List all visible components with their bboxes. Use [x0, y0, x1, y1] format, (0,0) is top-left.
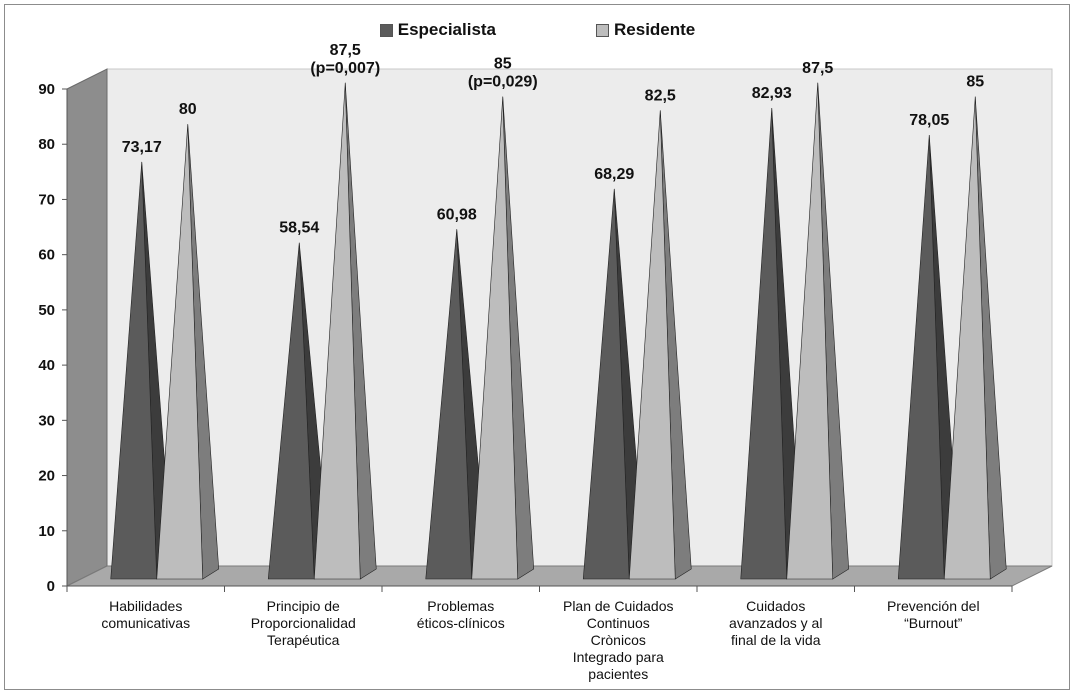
y-tick-label: 40: [38, 357, 55, 374]
data-label: (p=0,007): [310, 60, 380, 77]
pyramid-bar: [156, 124, 204, 580]
y-tick-label: 30: [38, 412, 55, 429]
legend-item-especialista: Especialista: [379, 20, 497, 40]
x-tick-label: Problemas éticos-clínicos: [416, 598, 505, 631]
legend-swatch-residente: [596, 23, 610, 37]
data-label: 87,5: [330, 42, 361, 59]
data-label: 85: [966, 74, 984, 91]
data-label: 80: [179, 101, 197, 118]
y-tick-label: 70: [38, 191, 55, 208]
data-label: 85: [494, 56, 512, 73]
y-tick-label: 10: [38, 523, 55, 540]
data-label: 58,54: [279, 220, 319, 237]
x-tick-label: Habilidades comunicativas: [101, 598, 191, 631]
pyramid-bar: [313, 82, 361, 580]
y-tick-label: 0: [47, 578, 55, 595]
data-label: 87,5: [802, 60, 833, 77]
data-label: 82,5: [645, 87, 676, 104]
pyramid-bar: [628, 110, 676, 580]
legend-label-residente: Residente: [614, 20, 696, 39]
pyramid-bar: [740, 108, 788, 580]
pyramid-bar: [786, 82, 834, 580]
data-label: 68,29: [594, 166, 634, 183]
legend-label-especialista: Especialista: [397, 20, 497, 39]
y-tick-label: 90: [38, 81, 55, 98]
data-label: 82,93: [752, 85, 792, 102]
x-tick-label: Plan de Cuidados Continuos Crònicos Integra…: [562, 598, 674, 682]
y-tick-label: 80: [38, 136, 55, 153]
x-tick-label: Cuidados avanzados y al final de la vida: [729, 598, 823, 648]
y-tick-label: 50: [38, 302, 55, 319]
side-wall: [66, 68, 108, 587]
pyramid-bar: [110, 161, 158, 580]
x-tick-label: Principio de Proporcionalidad Terapéutica: [250, 598, 356, 648]
pyramid-bar: [943, 96, 991, 580]
data-label: (p=0,029): [468, 74, 538, 91]
pyramid-bar: [471, 96, 519, 580]
data-label: 73,17: [122, 139, 162, 156]
y-tick-label: 60: [38, 247, 55, 264]
pyramid-bar: [582, 188, 630, 580]
data-label: 60,98: [437, 206, 477, 223]
y-tick-label: 20: [38, 468, 55, 485]
legend: Especialista Residente: [0, 20, 1075, 40]
pyramid-bar: [425, 229, 473, 580]
data-label: 78,05: [909, 112, 949, 129]
legend-item-residente: Residente: [596, 20, 695, 40]
x-tick-label: Prevención del “Burnout”: [886, 598, 980, 631]
pyramid-bar: [267, 242, 315, 580]
pyramid-bar: [897, 134, 945, 580]
legend-swatch-especialista: [379, 23, 393, 37]
